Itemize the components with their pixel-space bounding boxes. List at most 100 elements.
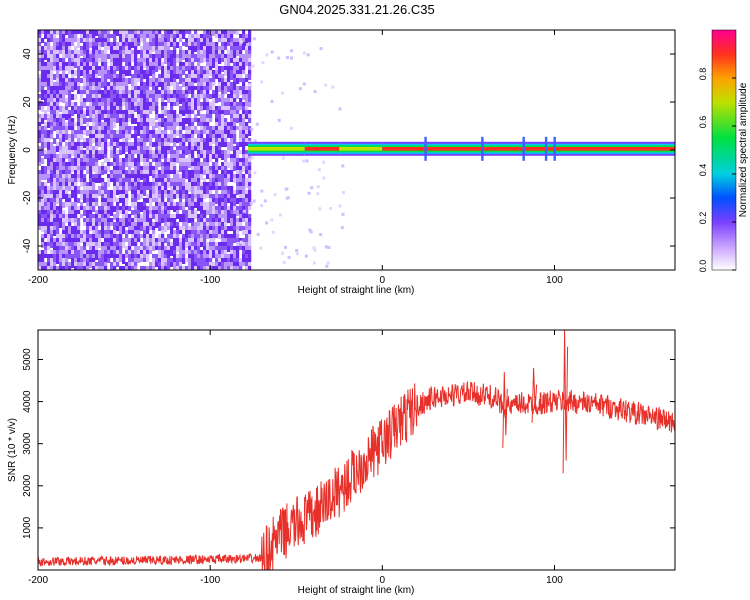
spectrogram-noise-cell xyxy=(140,90,144,94)
spectrogram-noise-cell xyxy=(74,110,78,114)
spectrogram-noise-cell xyxy=(203,182,207,188)
spectrogram-noise-cell xyxy=(179,114,183,120)
spectrogram-noise-cell xyxy=(65,198,69,204)
spectrogram-noise-cell xyxy=(71,150,75,156)
spectrogram-noise-cell xyxy=(212,174,216,178)
spectrogram-noise-cell xyxy=(197,94,201,98)
spectrogram-noise-cell xyxy=(107,134,111,139)
spectrogram-noise-cell xyxy=(101,90,105,96)
spectrogram-noise-cell xyxy=(59,142,63,148)
spectrogram-noise-cell xyxy=(128,34,132,40)
spectrogram-noise-cell xyxy=(230,38,234,43)
spectrogram-noise-cell xyxy=(242,246,246,250)
spectrogram-noise-cell xyxy=(95,78,99,82)
spectrogram-noise-cell xyxy=(116,202,120,208)
spectrogram-noise-cell xyxy=(227,234,231,239)
spectrogram-noise-cell xyxy=(191,166,195,172)
spectrogram-noise-cell xyxy=(188,262,192,268)
spectrogram-noise-cell xyxy=(212,214,216,219)
spectrogram-noise-cell xyxy=(47,162,51,166)
spectrogram-noise-cell xyxy=(161,238,165,244)
spectrogram-noise-cell xyxy=(206,250,210,254)
spectrogram-noise-cell xyxy=(38,42,42,48)
spectrogram-noise-cell xyxy=(128,70,132,76)
spectrogram-noise-cell xyxy=(188,66,192,72)
spectrogram-noise-cell xyxy=(236,142,240,146)
spectrogram-noise-cell xyxy=(218,110,222,114)
spectrogram-noise-cell xyxy=(131,126,135,130)
spectrogram-noise-cell xyxy=(203,130,207,134)
spectrogram-noise-cell xyxy=(185,78,189,83)
spectrogram-noise-cell xyxy=(110,70,114,74)
spectrogram-noise-cell xyxy=(215,170,219,176)
spectrogram-noise-cell xyxy=(74,194,78,198)
spectrogram-noise-cell xyxy=(83,66,87,72)
spectrogram-haze-cell xyxy=(327,246,331,249)
spectrogram-noise-cell xyxy=(200,262,204,266)
spectrogram-noise-cell xyxy=(176,54,180,59)
spectrogram-noise-cell xyxy=(86,266,90,270)
spectrogram-haze-cell xyxy=(312,261,316,265)
spectrogram-noise-cell xyxy=(140,142,144,148)
spectrogram-noise-cell xyxy=(158,186,162,191)
spectrogram-noise-cell xyxy=(137,94,141,100)
spectrogram-noise-cell xyxy=(155,238,159,244)
spectrogram-noise-cell xyxy=(197,230,201,236)
spectrogram-noise-cell xyxy=(212,182,216,186)
spectrogram-noise-cell xyxy=(164,110,168,116)
spectrogram-noise-cell xyxy=(47,266,51,270)
spectrogram-noise-cell xyxy=(98,54,102,58)
spectrogram-noise-cell xyxy=(218,242,222,246)
spectrogram-noise-cell xyxy=(47,186,51,192)
spectrogram-noise-cell xyxy=(89,94,93,99)
spectrogram-noise-cell xyxy=(182,106,186,110)
spectrogram-noise-cell xyxy=(125,266,129,270)
spectrogram-noise-cell xyxy=(233,134,237,138)
spectrogram-noise-cell xyxy=(95,194,99,199)
spectrogram-noise-cell xyxy=(191,206,195,211)
spectrogram-noise-cell xyxy=(209,34,213,40)
spectrogram-noise-cell xyxy=(143,126,147,130)
spectrogram-noise-cell xyxy=(167,138,171,144)
spectrogram-noise-cell xyxy=(149,154,153,159)
spectrogram-noise-cell xyxy=(173,258,177,264)
spectrogram-noise-cell xyxy=(233,98,237,103)
spectrogram-noise-cell xyxy=(101,206,105,211)
spectrogram-noise-cell xyxy=(209,178,213,183)
spectrogram-noise-cell xyxy=(200,238,204,242)
spectrogram-noise-cell xyxy=(239,134,243,139)
spectrogram-noise-cell xyxy=(212,250,216,254)
spectrogram-noise-cell xyxy=(50,126,54,132)
spectrogram-noise-cell xyxy=(110,218,114,224)
spectrogram-noise-cell xyxy=(185,82,189,87)
spectrogram-noise-cell xyxy=(38,202,42,206)
spectrogram-noise-cell xyxy=(230,122,234,127)
spectrogram-noise-cell xyxy=(128,250,132,256)
spectrogram-noise-cell xyxy=(119,70,123,74)
spectrogram-noise-cell xyxy=(44,170,48,176)
spectrogram-noise-cell xyxy=(146,54,150,58)
spectrogram-noise-cell xyxy=(68,238,72,242)
spectrogram-noise-cell xyxy=(125,114,129,118)
spectrogram-noise-cell xyxy=(215,42,219,46)
spectrogram-noise-cell xyxy=(104,130,108,136)
spectrogram-noise-cell xyxy=(71,166,75,172)
spectrogram-noise-cell xyxy=(158,254,162,260)
spectrogram-noise-cell xyxy=(161,174,165,179)
spectrogram-noise-cell xyxy=(119,30,123,36)
spectrogram-noise-cell xyxy=(248,266,252,270)
spectrogram-noise-cell xyxy=(140,122,144,127)
spectrogram-noise-cell xyxy=(89,226,93,231)
spectrogram-noise-cell xyxy=(167,198,171,204)
spectrogram-noise-cell xyxy=(182,182,186,188)
spectrogram-noise-cell xyxy=(146,66,150,71)
spectrogram-noise-cell xyxy=(191,74,195,80)
spectrogram-noise-cell xyxy=(41,222,45,228)
spectrogram-haze-cell xyxy=(253,139,257,143)
spectrogram-noise-cell xyxy=(164,190,168,195)
spectrogram-noise-cell xyxy=(41,54,45,60)
spectrogram-noise-cell xyxy=(176,66,180,70)
spectrogram-noise-cell xyxy=(128,222,132,228)
spectrogram-noise-cell xyxy=(125,82,129,88)
spectrogram-noise-cell xyxy=(53,98,57,104)
